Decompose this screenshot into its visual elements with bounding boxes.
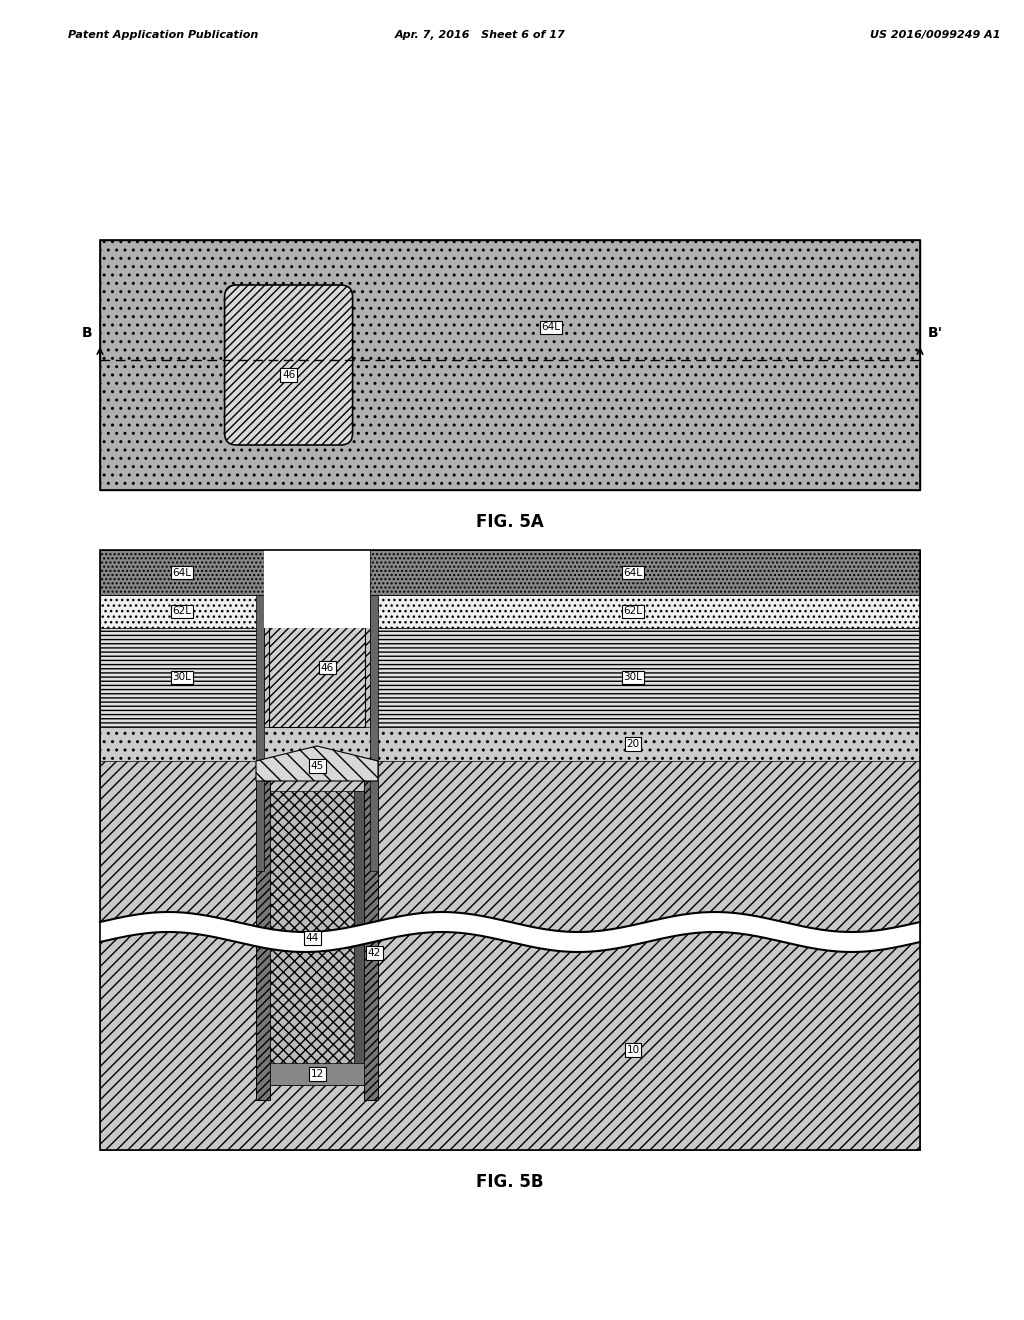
Text: 46: 46 xyxy=(321,663,334,673)
Bar xyxy=(256,595,264,871)
Text: Patent Application Publication: Patent Application Publication xyxy=(68,30,258,40)
Text: 44: 44 xyxy=(305,933,318,942)
Bar xyxy=(269,595,365,727)
Text: 20: 20 xyxy=(627,739,640,748)
Bar xyxy=(100,595,264,628)
Text: 64L: 64L xyxy=(172,568,191,578)
Polygon shape xyxy=(256,746,378,781)
Bar xyxy=(264,545,370,595)
Bar xyxy=(100,628,264,727)
Text: 30L: 30L xyxy=(173,672,191,682)
Text: 64L: 64L xyxy=(624,568,642,578)
Text: 30L: 30L xyxy=(624,672,642,682)
Text: 46: 46 xyxy=(282,370,295,380)
Bar xyxy=(100,240,920,490)
Bar xyxy=(270,791,364,1085)
Text: 62L: 62L xyxy=(624,606,642,616)
Bar xyxy=(264,595,370,628)
Bar xyxy=(370,595,378,871)
FancyBboxPatch shape xyxy=(224,285,352,445)
Text: 10: 10 xyxy=(627,1045,640,1055)
Bar xyxy=(370,595,920,628)
Bar xyxy=(354,791,364,1085)
Bar xyxy=(370,628,920,727)
Text: 45: 45 xyxy=(310,762,324,771)
Bar xyxy=(370,550,920,595)
Text: 42: 42 xyxy=(368,948,381,958)
Bar xyxy=(100,550,920,1150)
Text: FIG. 5B: FIG. 5B xyxy=(476,1173,544,1191)
Text: 12: 12 xyxy=(310,1069,324,1078)
Text: 64L: 64L xyxy=(542,322,560,333)
Text: US 2016/0099249 A1: US 2016/0099249 A1 xyxy=(870,30,1000,40)
Text: B: B xyxy=(81,326,92,341)
Bar xyxy=(256,781,270,1100)
Bar xyxy=(100,727,920,762)
Bar xyxy=(364,781,378,1100)
Polygon shape xyxy=(100,912,920,952)
Bar xyxy=(100,550,264,595)
Text: FIG. 5A: FIG. 5A xyxy=(476,513,544,531)
Bar xyxy=(100,550,920,1150)
Text: Apr. 7, 2016   Sheet 6 of 17: Apr. 7, 2016 Sheet 6 of 17 xyxy=(394,30,565,40)
Text: 62L: 62L xyxy=(172,606,191,616)
Bar xyxy=(270,1063,364,1085)
Text: B': B' xyxy=(928,326,943,341)
Bar xyxy=(100,240,920,490)
